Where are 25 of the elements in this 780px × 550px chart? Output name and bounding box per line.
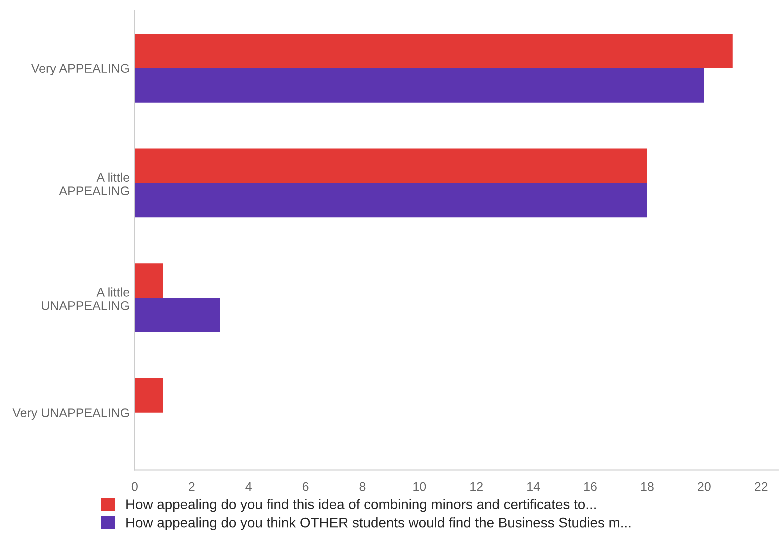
y-tick-label: A little UNAPPEALING <box>42 288 130 310</box>
legend-label: How appealing do you find this idea of combining minors and certificates to... <box>126 499 596 512</box>
x-tick-label: 14 <box>528 482 540 492</box>
x-tick-label: 2 <box>189 482 195 492</box>
x-tick-label: 22 <box>755 482 768 492</box>
y-tick-label: Very APPEALING <box>31 64 130 76</box>
bar <box>134 264 164 298</box>
bar <box>134 68 704 103</box>
x-tick-label: 20 <box>698 482 711 492</box>
x-tick-label: 18 <box>641 482 654 492</box>
bar <box>134 183 648 218</box>
x-tick-label: 12 <box>470 482 483 492</box>
x-tick-label: 4 <box>246 482 252 492</box>
x-tick-label: 6 <box>302 482 309 492</box>
bar <box>134 34 733 68</box>
x-tick-label: 16 <box>584 482 597 492</box>
legend-label: How appealing do you think OTHER students would find the Business Studies m... <box>126 518 631 531</box>
bar <box>134 298 220 332</box>
bar <box>134 378 164 413</box>
x-tick-label: 8 <box>360 482 366 492</box>
y-tick-label: Very UNAPPEALING <box>12 408 130 420</box>
x-tick-label: 10 <box>414 482 426 492</box>
y-tick-label: A little APPEALING <box>59 172 130 196</box>
x-tick-label: 0 <box>132 482 138 492</box>
bar <box>134 148 648 184</box>
